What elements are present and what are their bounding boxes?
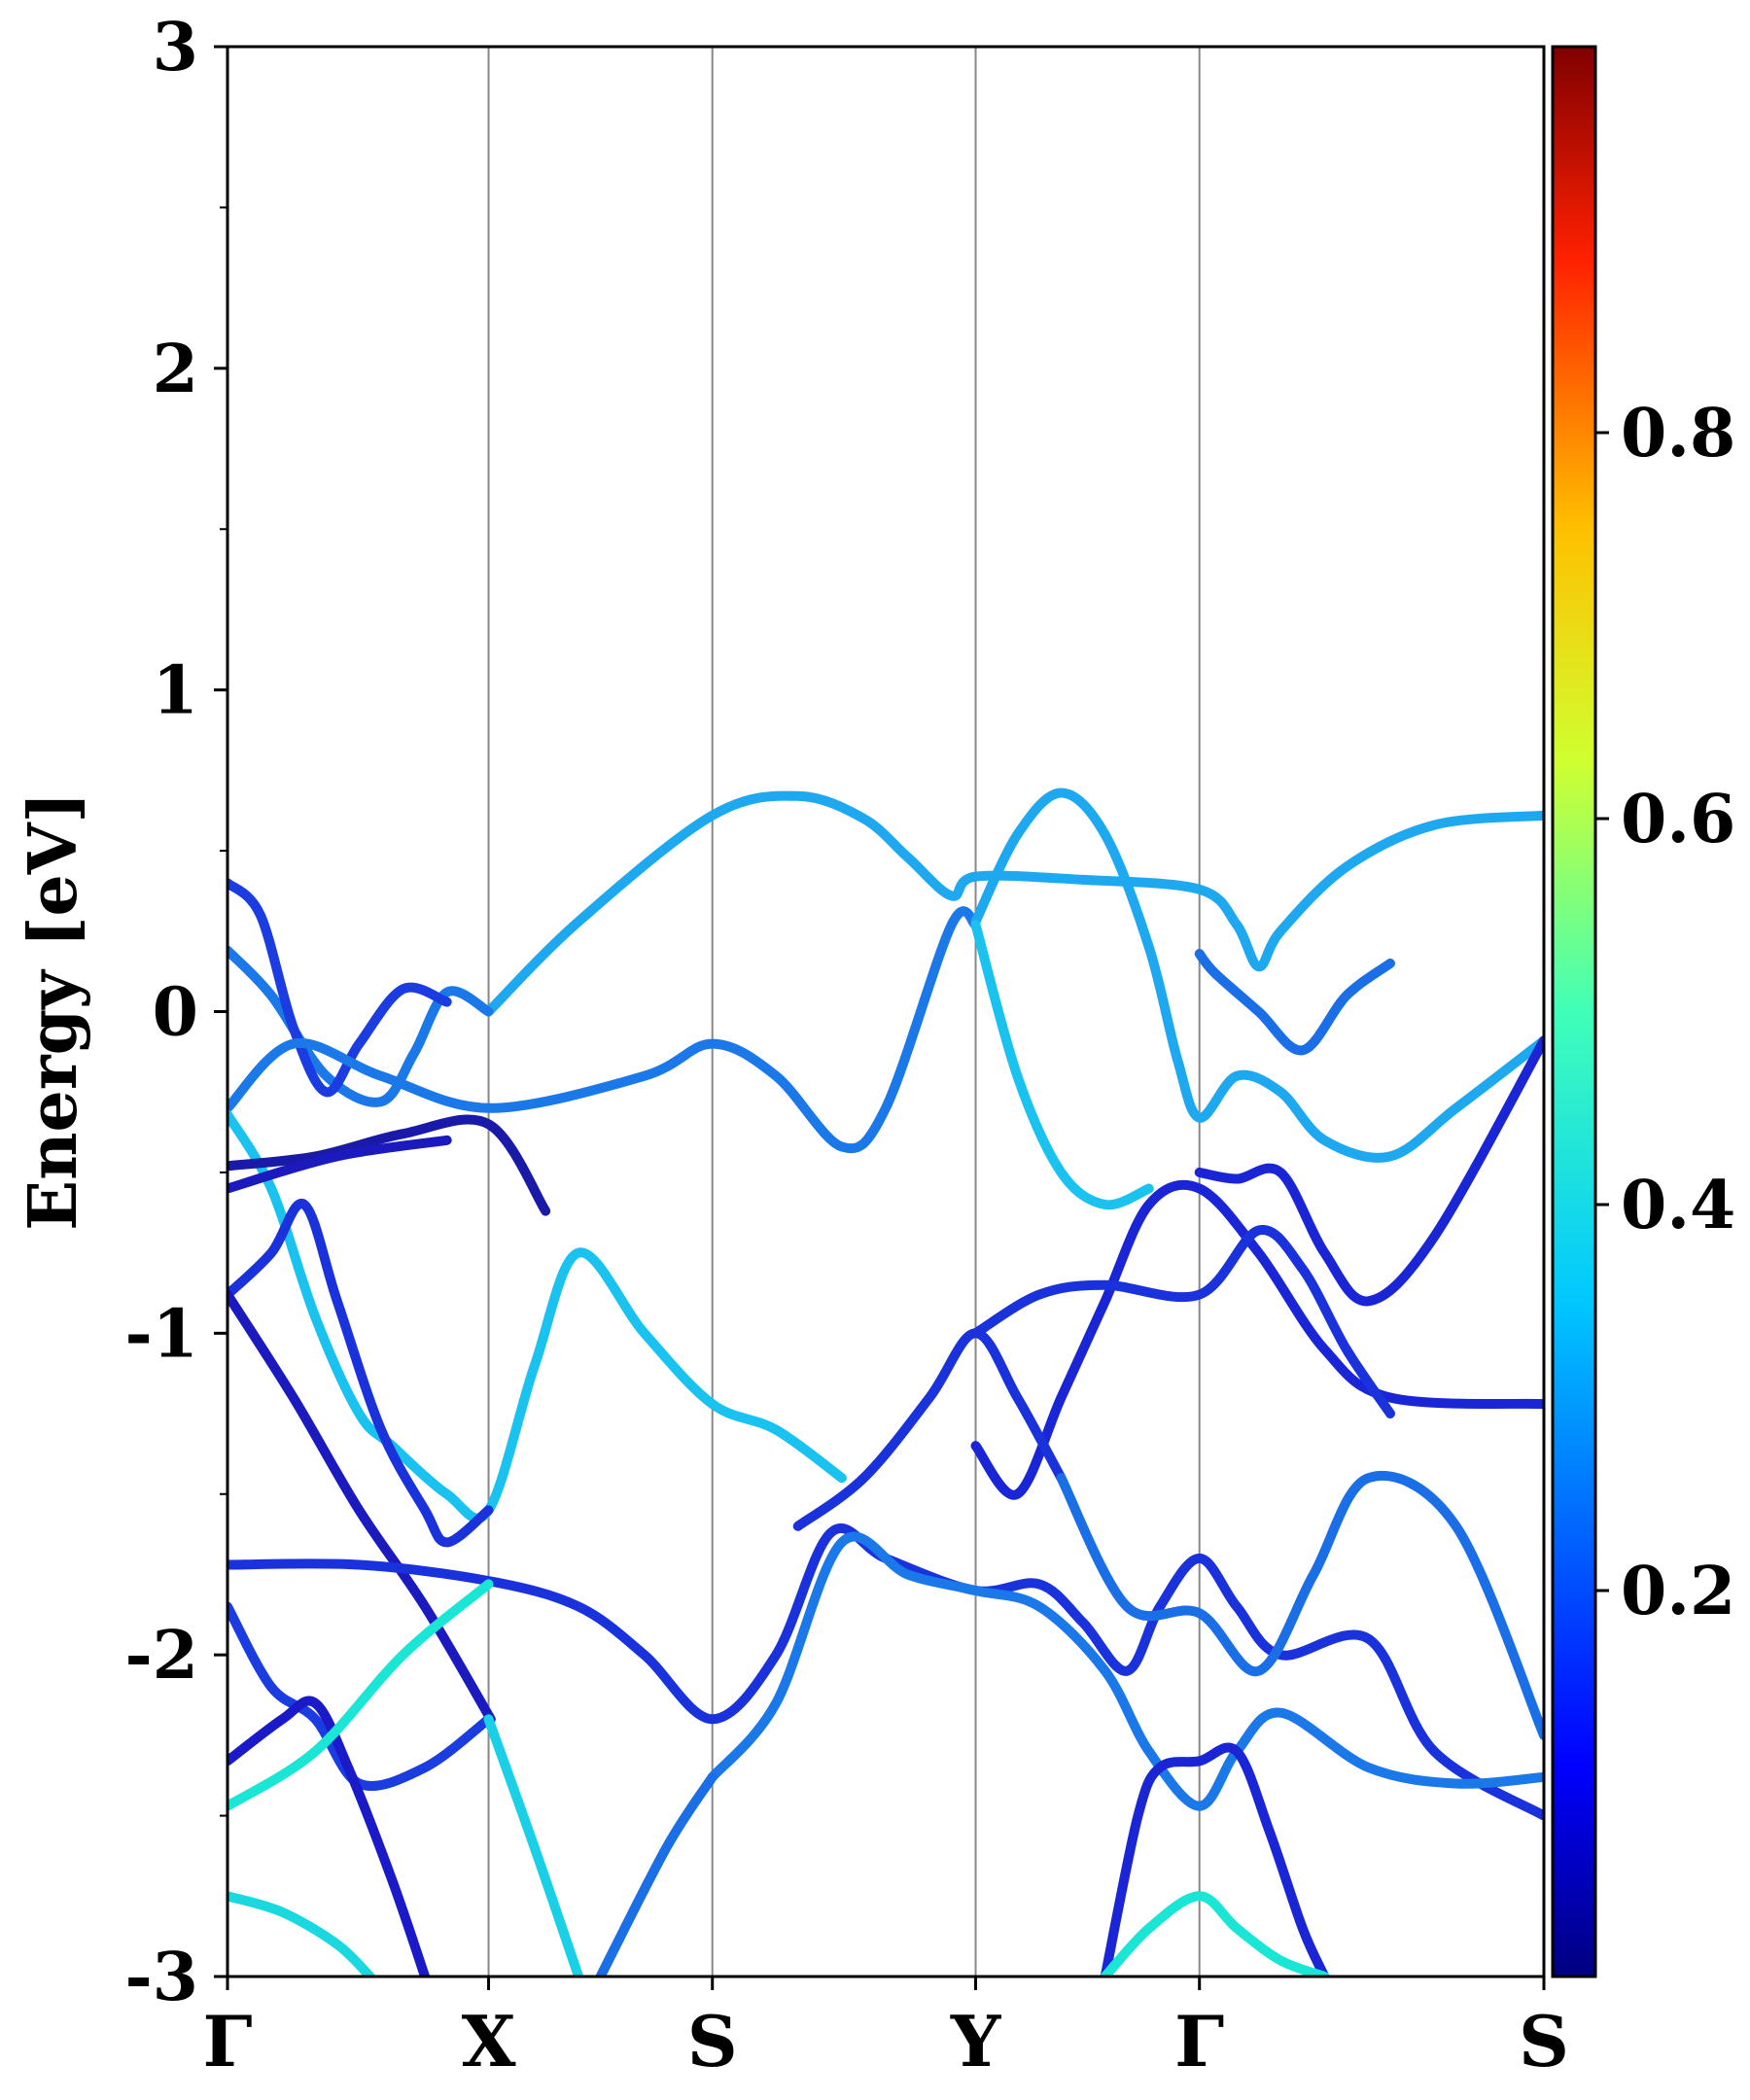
y-tick-label: -3 — [124, 1939, 198, 2016]
band-line — [1194, 949, 1395, 1056]
k-point-label: Γ — [202, 2000, 252, 2082]
y-tick-label: 3 — [153, 9, 198, 87]
band-line — [228, 1135, 452, 1194]
band-lines — [228, 788, 1544, 1977]
y-tick-label: -1 — [124, 1295, 198, 1373]
k-point-label: S — [687, 2000, 738, 2082]
y-tick-label: 0 — [153, 974, 198, 1052]
k-point-label: X — [462, 2000, 516, 2082]
k-point-label: Y — [950, 2000, 1002, 2082]
band-line — [228, 878, 452, 1098]
band-line — [483, 1714, 584, 1977]
band-line — [228, 906, 981, 1154]
band-line — [707, 1531, 1544, 1811]
band-line — [228, 1289, 496, 1725]
band-line — [1100, 1891, 1330, 1977]
plot-frame — [226, 45, 1546, 1978]
k-point-label: S — [1519, 2000, 1569, 2082]
band-line — [228, 1109, 847, 1523]
band-line — [483, 790, 1544, 1017]
band-line — [595, 1771, 718, 1977]
y-tick-label: 2 — [153, 331, 198, 408]
band-line — [228, 1601, 494, 1792]
y-axis-label: Energy [eV] — [15, 791, 92, 1230]
colorbar-ticks: 0.2 0.4 0.6 0.8 — [1595, 395, 1735, 1630]
band-line — [970, 1225, 1395, 1418]
colorbar-tick-label: 0.2 — [1621, 1553, 1735, 1630]
y-tick-label: 1 — [153, 652, 198, 730]
band-line — [228, 1891, 375, 1977]
band-line — [1056, 1470, 1544, 1740]
y-tick-label: -2 — [124, 1617, 198, 1695]
k-point-divider-lines — [487, 47, 1201, 1977]
band-line — [792, 1328, 1067, 1531]
band-line — [970, 920, 1154, 1210]
y-axis-ticks: 3 2 1 0 -1 -2 -3 — [124, 9, 228, 2016]
band-line — [1194, 1035, 1544, 1307]
band-line — [228, 1579, 494, 1811]
band-line — [228, 1696, 431, 1977]
colorbar-tick-label: 0.4 — [1621, 1167, 1735, 1244]
colorbar-tick-label: 0.8 — [1621, 395, 1735, 472]
colorbar-tick-label: 0.6 — [1621, 781, 1735, 858]
band-line — [228, 1199, 494, 1548]
band-line — [228, 945, 494, 1107]
band-line — [1100, 1742, 1330, 1977]
band-line — [970, 788, 1544, 1163]
band-line — [228, 1114, 551, 1216]
k-point-label: Γ — [1174, 2000, 1224, 2082]
colorbar — [1551, 45, 1597, 1978]
